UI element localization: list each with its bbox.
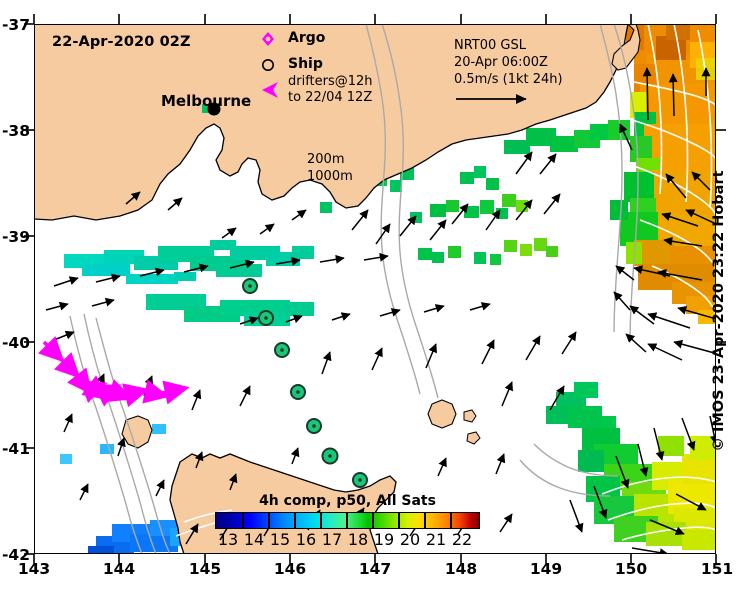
legend-label-drifters-line1: drifters@12h [288, 74, 373, 89]
x-tick-label: 148 [444, 560, 478, 578]
colorbar-tick-label: 19 [373, 530, 395, 549]
city-label-melbourne: Melbourne [161, 92, 252, 110]
colorbar-notch [372, 512, 374, 529]
x-tick-label: 151 [700, 560, 734, 578]
sst-colorbar[interactable]: 4h comp, p50, All Sats 13 14 15 16 17 18… [215, 493, 480, 551]
colorbar-notch [424, 512, 426, 529]
colorbar-notch [450, 512, 452, 529]
sst-green-shelf-north [504, 120, 630, 154]
colorbar-gradient[interactable] [215, 512, 480, 529]
x-tick-label: 143 [17, 560, 51, 578]
y-tick-label: -38 [1, 122, 30, 140]
melbourne-city-marker [202, 102, 221, 116]
sst-teal-band-west [64, 240, 314, 326]
colorbar-notch [320, 512, 322, 529]
current-streamlines [175, 24, 716, 541]
landmass-small-island-a [463, 409, 477, 423]
drifter-track-magenta [38, 336, 190, 408]
colorbar-notch [346, 512, 348, 529]
y-tick-label: -37 [1, 16, 30, 34]
x-tick-label: 147 [358, 560, 392, 578]
colorbar-tick-label: 16 [295, 530, 317, 549]
ship-observation-markers[interactable] [242, 278, 368, 488]
depth-label-200m: 200m [307, 152, 345, 167]
colorbar-tick-label: 13 [217, 530, 239, 549]
depth-label-1000m: 1000m [307, 169, 353, 184]
landmass-small-island-b [466, 431, 481, 445]
colorbar-notch [294, 512, 296, 529]
annotation-line-2: 20-Apr 06:00Z [454, 55, 548, 70]
date-stamp: 22-Apr-2020 02Z [52, 34, 191, 50]
x-tick-label: 146 [273, 560, 307, 578]
x-tick-label: 144 [102, 560, 136, 578]
colorbar-notch [398, 512, 400, 529]
map-plot-area[interactable] [34, 24, 716, 554]
x-tick-label: 145 [188, 560, 222, 578]
legend-label-ship: Ship [288, 56, 323, 72]
landmass-victoria [34, 24, 629, 221]
y-tick-label: -42 [1, 546, 30, 564]
x-tick-label: 150 [614, 560, 648, 578]
colorbar-tick-label: 20 [399, 530, 421, 549]
sst-cool-king-island [60, 424, 166, 464]
legend-label-drifters-line2: to 22/04 12Z [288, 90, 373, 105]
x-tick-label: 149 [529, 560, 563, 578]
colorbar-tick-label: 21 [425, 530, 447, 549]
legend-label-argo: Argo [288, 30, 326, 46]
colorbar-title: 4h comp, p50, All Sats [259, 493, 436, 509]
sst-green-mid-east [546, 382, 602, 428]
ship-marker-icon [262, 59, 274, 71]
argo-marker-icon [262, 32, 274, 46]
colorbar-tick-label: 18 [347, 530, 369, 549]
colorbar-tick-label: 17 [321, 530, 343, 549]
drifter-arrow-icon [262, 82, 278, 98]
current-vectors [45, 67, 716, 554]
colorbar-notch [268, 512, 270, 529]
colorbar-notch [242, 512, 244, 529]
colorbar-tick-label: 15 [269, 530, 291, 549]
colorbar-tick-label: 22 [451, 530, 473, 549]
copyright-credit: © IMOS 23-Apr-2020 23:22 Hobart [711, 170, 727, 452]
colorbar-tick-label: 14 [243, 530, 265, 549]
annotation-line-3: 0.5m/s (1kt 24h) [454, 72, 563, 87]
y-tick-label: -40 [1, 334, 30, 352]
annotation-line-1: NRT00 GSL [454, 38, 526, 53]
sst-green-east-tasmania [578, 416, 716, 550]
map-canvas [34, 24, 716, 554]
velocity-scale-arrow-icon [456, 93, 527, 105]
y-tick-label: -41 [1, 440, 30, 458]
landmass-wilsons-promontory [427, 399, 457, 429]
landmass-northeast-point [611, 24, 641, 71]
y-tick-label: -39 [1, 228, 30, 246]
